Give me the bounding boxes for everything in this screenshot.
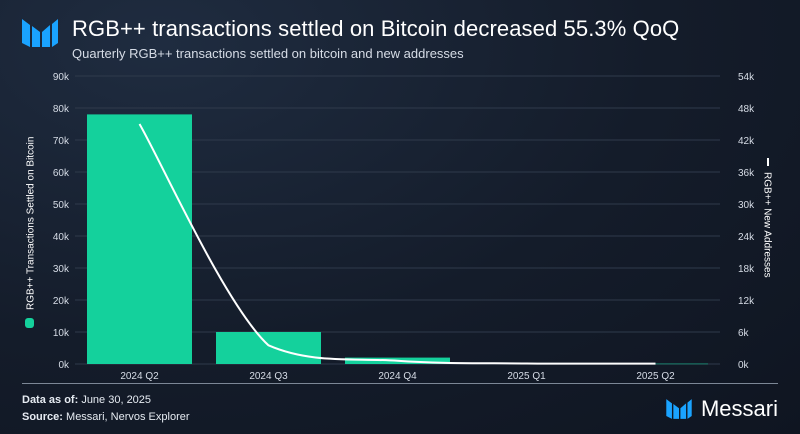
y-left-axis-title: RGB++ Transactions Settled on Bitcoin [26, 137, 37, 310]
y-right-tick-label: 18k [738, 264, 755, 275]
legend-swatch-bars [25, 318, 34, 328]
y-left-tick-label: 30k [53, 264, 70, 275]
y-left-tick-label: 40k [53, 232, 70, 243]
x-tick-label: 2025 Q2 [636, 371, 675, 382]
data-as-of: Data as of: June 30, 2025 [22, 394, 152, 406]
brand-logo-icon [666, 399, 692, 419]
y-right-tick-label: 24k [738, 232, 755, 243]
x-tick-label: 2024 Q4 [378, 371, 417, 382]
y-right-tick-label: 6k [738, 328, 750, 339]
messari-logo-icon [22, 16, 58, 50]
y-left-tick-label: 10k [53, 328, 70, 339]
bar [216, 332, 321, 364]
brand: Messari [665, 396, 778, 422]
bar [603, 363, 708, 365]
x-tick-label: 2024 Q3 [249, 371, 288, 382]
y-left-tick-label: 90k [53, 72, 70, 83]
y-left-tick-label: 60k [53, 168, 70, 179]
y-right-tick-label: 12k [738, 296, 755, 307]
series-line-new-addresses [138, 123, 656, 365]
y-right-tick-label: 0k [738, 360, 750, 371]
y-left-tick-label: 80k [53, 104, 70, 115]
bar [87, 114, 192, 365]
y-left-tick-label: 20k [53, 296, 70, 307]
y-left-tick-label: 70k [53, 136, 70, 147]
y-right-tick-label: 30k [738, 200, 755, 211]
chart-title: RGB++ transactions settled on Bitcoin de… [72, 16, 680, 41]
y-left-tick-label: 50k [53, 200, 70, 211]
brand-name: Messari [700, 396, 778, 421]
y-right-tick-label: 42k [738, 136, 755, 147]
footer-divider [22, 383, 778, 384]
chart-subtitle: Quarterly RGB++ transactions settled on … [72, 46, 464, 61]
y-right-axis-title: RGB++ New Addresses [762, 172, 773, 278]
source-note: Source: Messari, Nervos Explorer [22, 411, 190, 423]
y-right-tick-label: 36k [738, 168, 755, 179]
x-tick-label: 2025 Q1 [507, 371, 546, 382]
y-right-tick-label: 48k [738, 104, 755, 115]
y-right-tick-label: 54k [738, 72, 755, 83]
x-tick-label: 2024 Q2 [120, 371, 159, 382]
y-left-tick-label: 0k [58, 360, 70, 371]
